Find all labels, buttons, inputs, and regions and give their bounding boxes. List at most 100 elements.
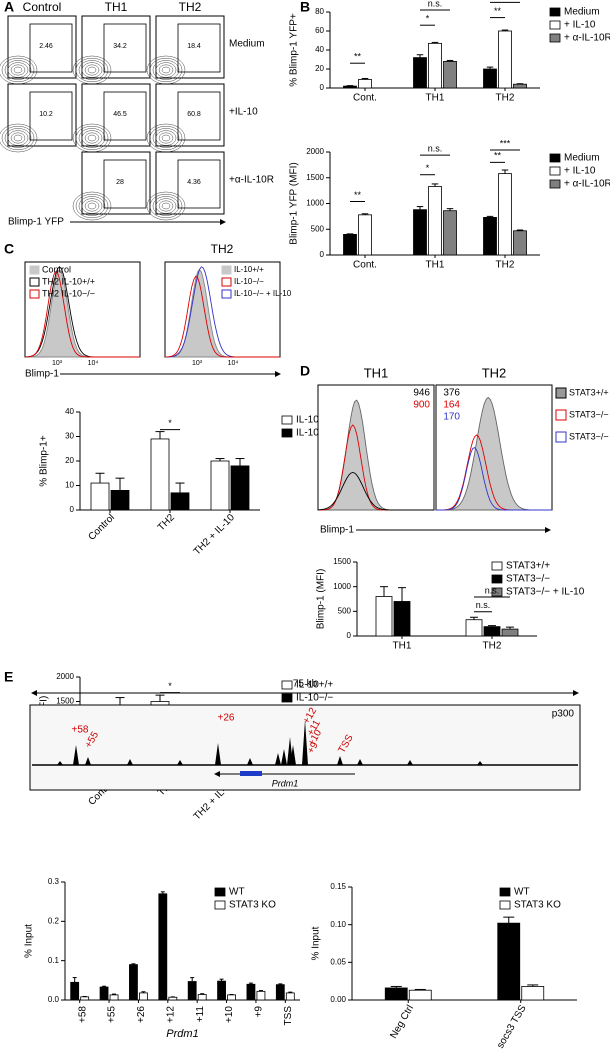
legend-label: TH2 IL-10+/+ — [42, 276, 95, 286]
sig-label: * — [168, 418, 172, 428]
y-tick-label: 0.00 — [330, 995, 346, 1004]
gate-value: 28 — [116, 179, 124, 186]
track-peak — [477, 761, 483, 765]
bar — [168, 996, 178, 1001]
y-tick-label: 1000 — [306, 199, 324, 208]
bar — [408, 989, 432, 1001]
x-tick-label: +10 — [224, 1006, 235, 1023]
legend-label: + IL-10 — [564, 166, 596, 177]
contour — [4, 128, 32, 148]
legend-label: Medium — [564, 153, 600, 164]
y-axis-label: Blimp-1 (MFI) — [316, 569, 327, 630]
y-tick-label: 0.2 — [48, 916, 60, 925]
track-peak — [177, 760, 183, 765]
legend-label: IL-10+/+ — [296, 680, 333, 691]
legend-swatch — [221, 289, 232, 299]
track-peak — [357, 759, 363, 765]
bar — [513, 230, 527, 256]
bar — [428, 42, 442, 89]
track-peak — [247, 758, 253, 765]
x-tick-label: Cont. — [353, 260, 377, 271]
legend-swatch — [549, 166, 561, 176]
x-tick-label: TH2 — [483, 641, 502, 652]
bar — [197, 994, 207, 1001]
legend-swatch — [214, 900, 226, 910]
legend-swatch — [549, 179, 561, 189]
histogram-tick-label: 10³ — [52, 360, 63, 367]
y-tick-label: 20 — [65, 456, 74, 465]
y-tick-label: 60 — [315, 26, 324, 35]
y-axis-label: % Input — [24, 924, 35, 958]
contour — [75, 193, 109, 219]
x-tick-label: +12 — [165, 1006, 176, 1023]
flow-plot — [7, 83, 77, 147]
contour — [152, 196, 180, 216]
bar — [428, 186, 442, 256]
gate-value: 60.8 — [187, 111, 201, 118]
contour — [0, 123, 38, 153]
bar — [187, 981, 197, 1001]
track-peak — [85, 757, 91, 765]
sig-label: ** — [354, 52, 362, 62]
contour — [1, 57, 35, 83]
legend-label: STAT3+/+ — [569, 387, 609, 397]
y-axis-label: % Input — [311, 926, 322, 960]
sig-label: * — [426, 163, 430, 173]
sig-label: ** — [494, 151, 502, 161]
y-axis-label: % Blimp-1+ — [39, 435, 50, 487]
bar — [90, 482, 110, 511]
bar — [375, 596, 393, 637]
sig-label: ** — [354, 190, 362, 200]
mfi-value: 164 — [443, 400, 460, 411]
x-tick-label: TH1 — [393, 641, 412, 652]
sig-label: n.s. — [428, 144, 443, 154]
legend-swatch — [281, 428, 293, 438]
flow-plot — [7, 15, 77, 79]
legend-label: STAT3−/− — [569, 409, 609, 419]
gate-value: 18.4 — [187, 43, 201, 50]
gate-value: 34.2 — [113, 43, 127, 50]
bar — [256, 990, 266, 1001]
legend-swatch — [281, 415, 293, 425]
bar — [230, 465, 250, 511]
legend-swatch — [499, 887, 511, 897]
contour — [87, 134, 97, 142]
gate-value: 46.5 — [113, 111, 127, 118]
histogram-title: TH2 — [482, 365, 507, 380]
bar — [343, 85, 357, 89]
contour — [7, 62, 29, 78]
track-peak — [275, 753, 281, 765]
legend-swatch — [491, 587, 503, 597]
histogram-tick-label: 10⁴ — [88, 360, 99, 367]
contour — [158, 64, 174, 76]
bar — [285, 992, 295, 1001]
sig-label: ** — [494, 6, 502, 16]
y-tick-label: 0.3 — [48, 877, 60, 886]
bar — [384, 987, 408, 1001]
histogram-title: TH2 — [211, 242, 234, 256]
bar — [70, 981, 80, 1001]
panel-label: D — [300, 363, 310, 379]
legend-swatch — [29, 289, 40, 299]
legend-swatch — [555, 387, 567, 399]
legend-label: IL-10−/− — [234, 277, 264, 286]
legend-swatch — [221, 277, 232, 287]
bar — [498, 30, 512, 89]
contour — [149, 193, 183, 219]
row-label: Medium — [229, 39, 265, 50]
legend-label: STAT3+/+ — [506, 561, 550, 572]
column-header: Control — [23, 0, 62, 14]
sig-label: * — [168, 681, 172, 691]
bar — [501, 628, 519, 637]
bar — [443, 61, 457, 89]
contour — [72, 191, 112, 221]
x-tick-label: TH2 — [496, 260, 515, 271]
gate — [103, 91, 147, 141]
peak-label: +26 — [218, 713, 235, 724]
y-tick-label: 0 — [70, 505, 75, 514]
x-tick-label: +11 — [195, 1006, 206, 1023]
legend-label: WT — [229, 887, 245, 898]
contour — [13, 134, 23, 142]
y-tick-label: 80 — [315, 7, 324, 16]
y-tick-label: 40 — [315, 45, 324, 54]
